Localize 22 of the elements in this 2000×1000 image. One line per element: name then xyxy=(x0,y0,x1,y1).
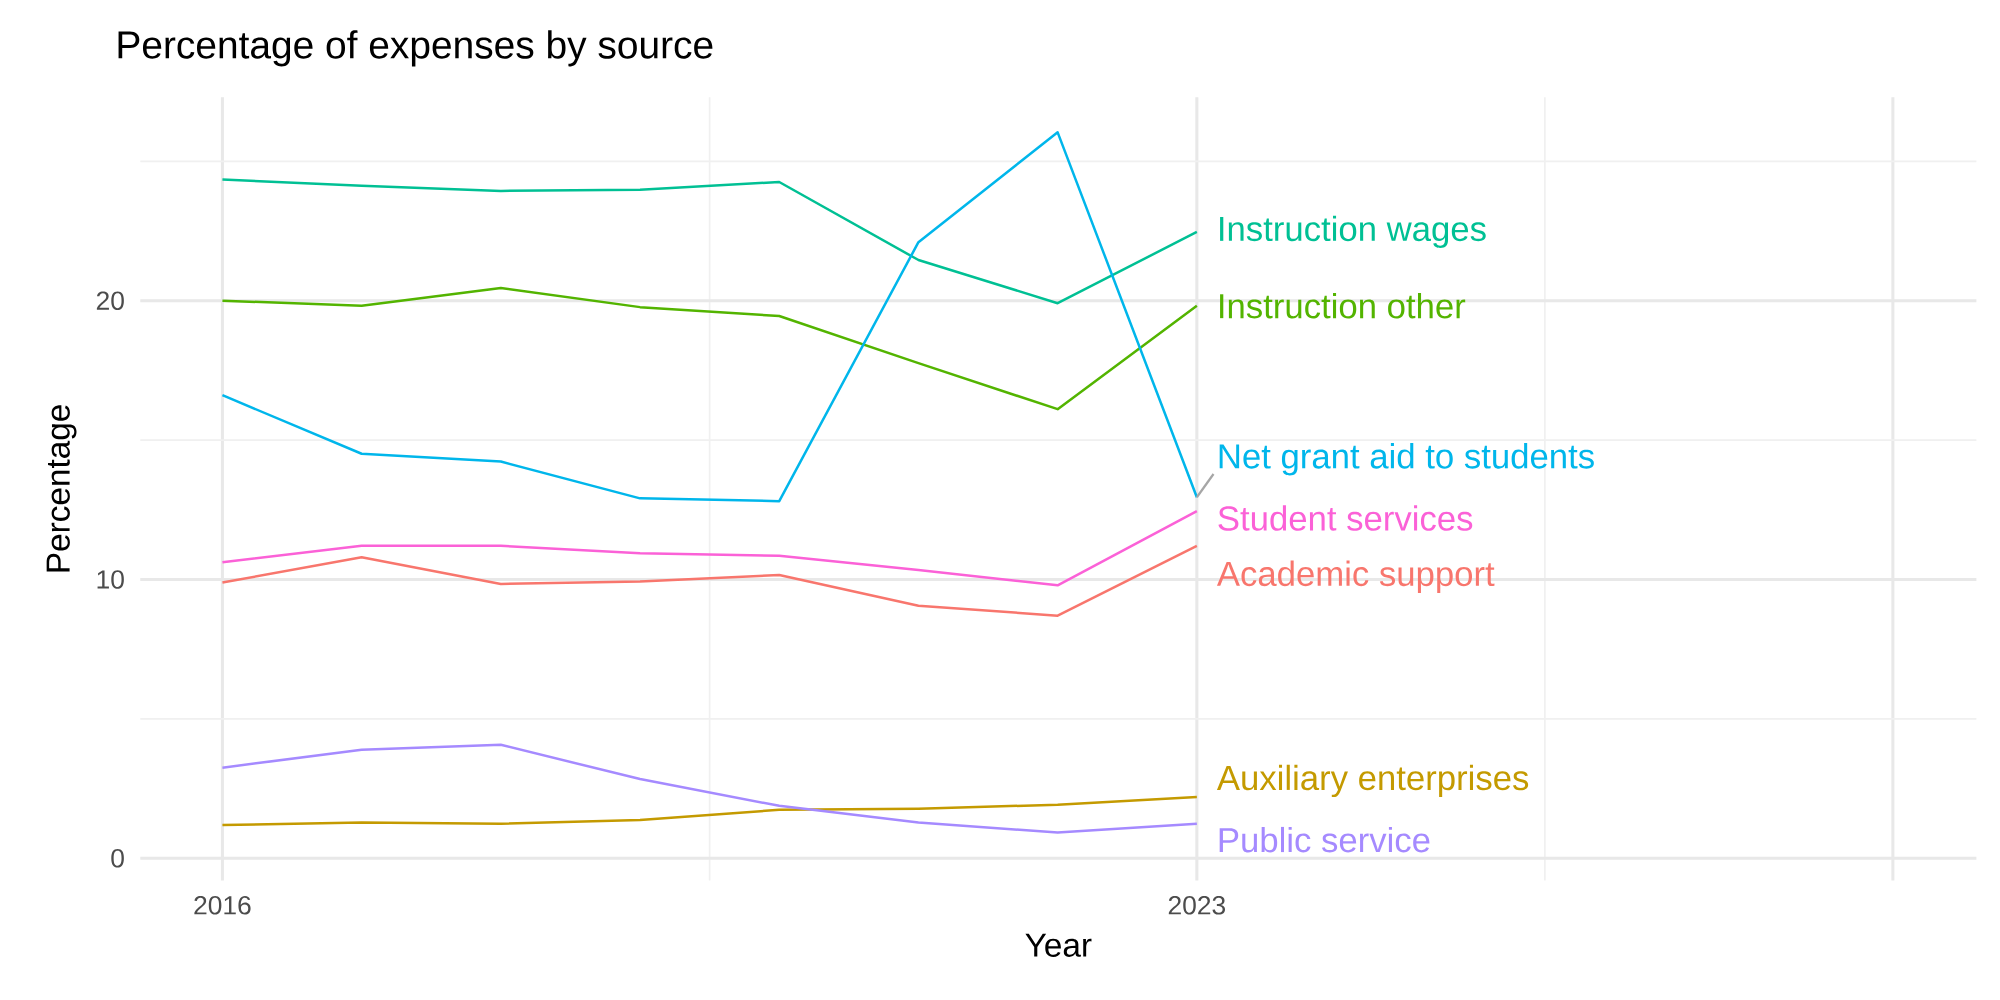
line-series xyxy=(221,544,1199,617)
y-tick-label: 20 xyxy=(96,291,124,311)
x-tick-label: 2016 xyxy=(194,895,251,915)
y-axis-title: Percentage xyxy=(46,405,77,572)
line-series xyxy=(221,286,1199,411)
x-axis-title: Year xyxy=(1025,933,1092,957)
series-label: Auxiliary enterprises xyxy=(1216,764,1529,798)
line-series xyxy=(221,178,1199,305)
series-label: Instruction other xyxy=(1220,292,1466,319)
series-label: Instruction wages xyxy=(1220,215,1486,249)
series-label: Academic support xyxy=(1216,560,1495,593)
series-label: Public service xyxy=(1219,826,1430,853)
series-label: Net grant aid to students xyxy=(1219,443,1594,476)
line-series xyxy=(221,743,1199,834)
line-series xyxy=(221,509,1199,587)
chart-title: Percentage of expenses by source xyxy=(118,30,713,67)
x-tick-label: 2023 xyxy=(1168,895,1226,915)
y-tick-label: 0 xyxy=(111,848,124,868)
line-series xyxy=(221,131,1199,503)
series-label: Student services xyxy=(1218,505,1473,531)
line-series xyxy=(221,795,1199,827)
y-tick-label: 10 xyxy=(97,570,124,589)
